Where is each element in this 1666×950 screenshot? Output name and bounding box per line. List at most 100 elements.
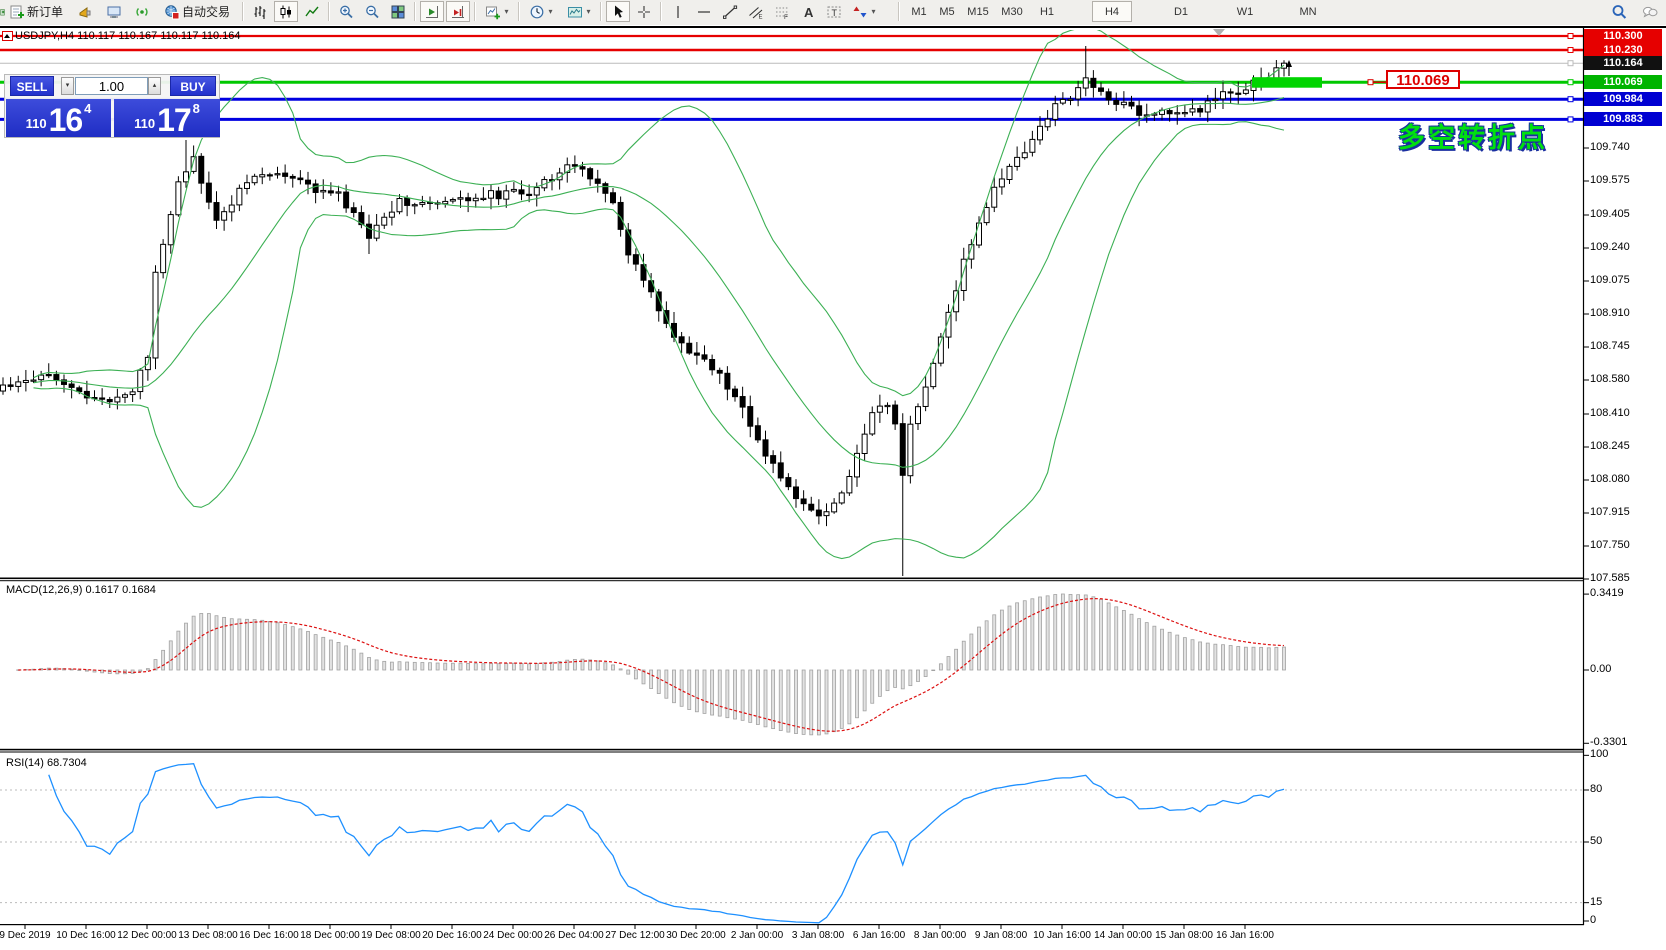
trendline-button[interactable] (718, 1, 742, 22)
candle (724, 372, 731, 390)
candle (976, 222, 982, 246)
shift-marker (1213, 29, 1225, 36)
candle (587, 168, 594, 180)
signals-button[interactable] (130, 1, 154, 22)
channel-button[interactable]: E (744, 1, 768, 22)
macd-histogram-bar (458, 662, 463, 671)
price-axis-label: 108.080 (1590, 473, 1630, 485)
price-level-flag[interactable]: 110.069 (1386, 70, 1460, 89)
macd-histogram-bar (420, 662, 425, 671)
arrows-button[interactable]: ▾ (848, 1, 880, 22)
chart-shift-button[interactable] (446, 1, 470, 22)
volume-input[interactable] (75, 77, 148, 95)
macd-histogram-bar (1038, 596, 1042, 671)
candle (1128, 101, 1135, 107)
candle (1227, 91, 1234, 94)
macd-histogram-bar (382, 660, 387, 671)
chart-canvas[interactable] (0, 28, 1666, 948)
macd-histogram-bar (1152, 625, 1157, 671)
one-click-collapse-icon[interactable] (2, 31, 13, 41)
new-chart-button[interactable]: ▾ (480, 1, 514, 22)
tf-m30-button[interactable]: M30 (996, 1, 1028, 22)
community-icon (1643, 6, 1658, 17)
candle (892, 404, 899, 425)
candle (1189, 108, 1196, 113)
tf-mn-button[interactable]: MN (1294, 1, 1322, 22)
volume-down-button[interactable]: ▾ (61, 77, 74, 95)
candle (1098, 87, 1104, 92)
tf-m5-button[interactable]: M5 (934, 1, 960, 22)
auto-scroll-button[interactable] (420, 1, 444, 22)
macd-histogram-bar (313, 634, 318, 671)
candle (739, 396, 746, 408)
sell-price-tile[interactable]: 110 16 4 (6, 99, 111, 137)
buy-price-tile[interactable]: 110 17 8 (114, 99, 220, 137)
hline-button[interactable] (692, 1, 716, 22)
chevron-down-icon[interactable]: ▾ (586, 7, 591, 16)
line-chart-button[interactable] (300, 1, 324, 22)
zoom-out-button[interactable] (360, 1, 384, 22)
vline-button[interactable] (666, 1, 690, 22)
candle (1212, 98, 1219, 102)
text-button[interactable]: A (796, 1, 820, 22)
candle (556, 172, 563, 181)
tf-m5-button-label: M5 (939, 5, 955, 18)
candle (632, 254, 639, 265)
line-anchor-marker (1567, 60, 1574, 67)
tf-m1-button-label: M1 (911, 5, 927, 18)
autotrading-button[interactable]: 自动交易 (158, 1, 236, 22)
macd-histogram-bar (641, 669, 646, 685)
macd-histogram-bar (931, 669, 936, 672)
macd-histogram-bar (999, 609, 1004, 671)
macd-histogram-bar (1259, 646, 1264, 671)
template-button[interactable]: ▾ (562, 1, 596, 22)
text-label-button[interactable]: T (822, 1, 846, 22)
clipped-button[interactable] (0, 1, 8, 22)
macd-histogram-bar (77, 669, 82, 671)
sell-price-sup: 4 (84, 101, 92, 116)
search-button[interactable] (1606, 1, 1632, 22)
tf-h4-button[interactable]: H4 (1092, 1, 1132, 22)
macd-histogram-bar (855, 669, 859, 719)
candle (968, 244, 975, 260)
tf-m15-button[interactable]: M15 (962, 1, 994, 22)
auto-scroll-icon (426, 5, 438, 18)
arrows-icon (853, 6, 867, 17)
period-menu-button[interactable]: ▾ (524, 1, 558, 22)
chart-window[interactable]: USDJPY,H4 110.117 110.167 110.117 110.16… (0, 26, 1666, 950)
community-button[interactable] (1636, 1, 1664, 22)
candle (68, 383, 75, 388)
bar-chart-button[interactable] (248, 1, 272, 22)
sell-button[interactable]: SELL (10, 76, 54, 96)
buy-price-sup: 8 (192, 101, 200, 116)
buy-button[interactable]: BUY (170, 76, 216, 96)
terminal-button[interactable] (102, 1, 126, 22)
tf-w1-button[interactable]: W1 (1232, 1, 1258, 22)
text-icon: A (804, 5, 814, 20)
volume-up-button[interactable]: ▴ (148, 77, 161, 95)
cursor-button[interactable] (606, 1, 630, 22)
zoom-in-button[interactable] (334, 1, 358, 22)
tf-m1-button[interactable]: M1 (906, 1, 932, 22)
fibonacci-button[interactable]: F (770, 1, 794, 22)
macd-histogram-bar (176, 630, 181, 671)
new-order-button[interactable]: 新订单 (4, 1, 68, 22)
candle (777, 462, 784, 479)
chevron-down-icon[interactable]: ▾ (548, 7, 553, 16)
tf-h1-button[interactable]: H1 (1034, 1, 1060, 22)
crosshair-button[interactable] (632, 1, 656, 22)
candlestick-button[interactable] (274, 1, 298, 22)
svg-text:E: E (759, 14, 763, 20)
chevron-down-icon[interactable]: ▾ (504, 7, 509, 16)
tf-d1-button[interactable]: D1 (1168, 1, 1194, 22)
tile-windows-button[interactable] (386, 1, 410, 22)
alerts-button[interactable] (74, 1, 98, 22)
line-anchor-marker (1567, 96, 1574, 103)
macd-histogram-bar (519, 663, 524, 671)
chevron-down-icon[interactable]: ▾ (871, 7, 876, 16)
candle (1044, 118, 1051, 128)
candle (1067, 98, 1074, 101)
macd-histogram-bar (481, 663, 486, 671)
macd-histogram-bar (1030, 598, 1035, 671)
